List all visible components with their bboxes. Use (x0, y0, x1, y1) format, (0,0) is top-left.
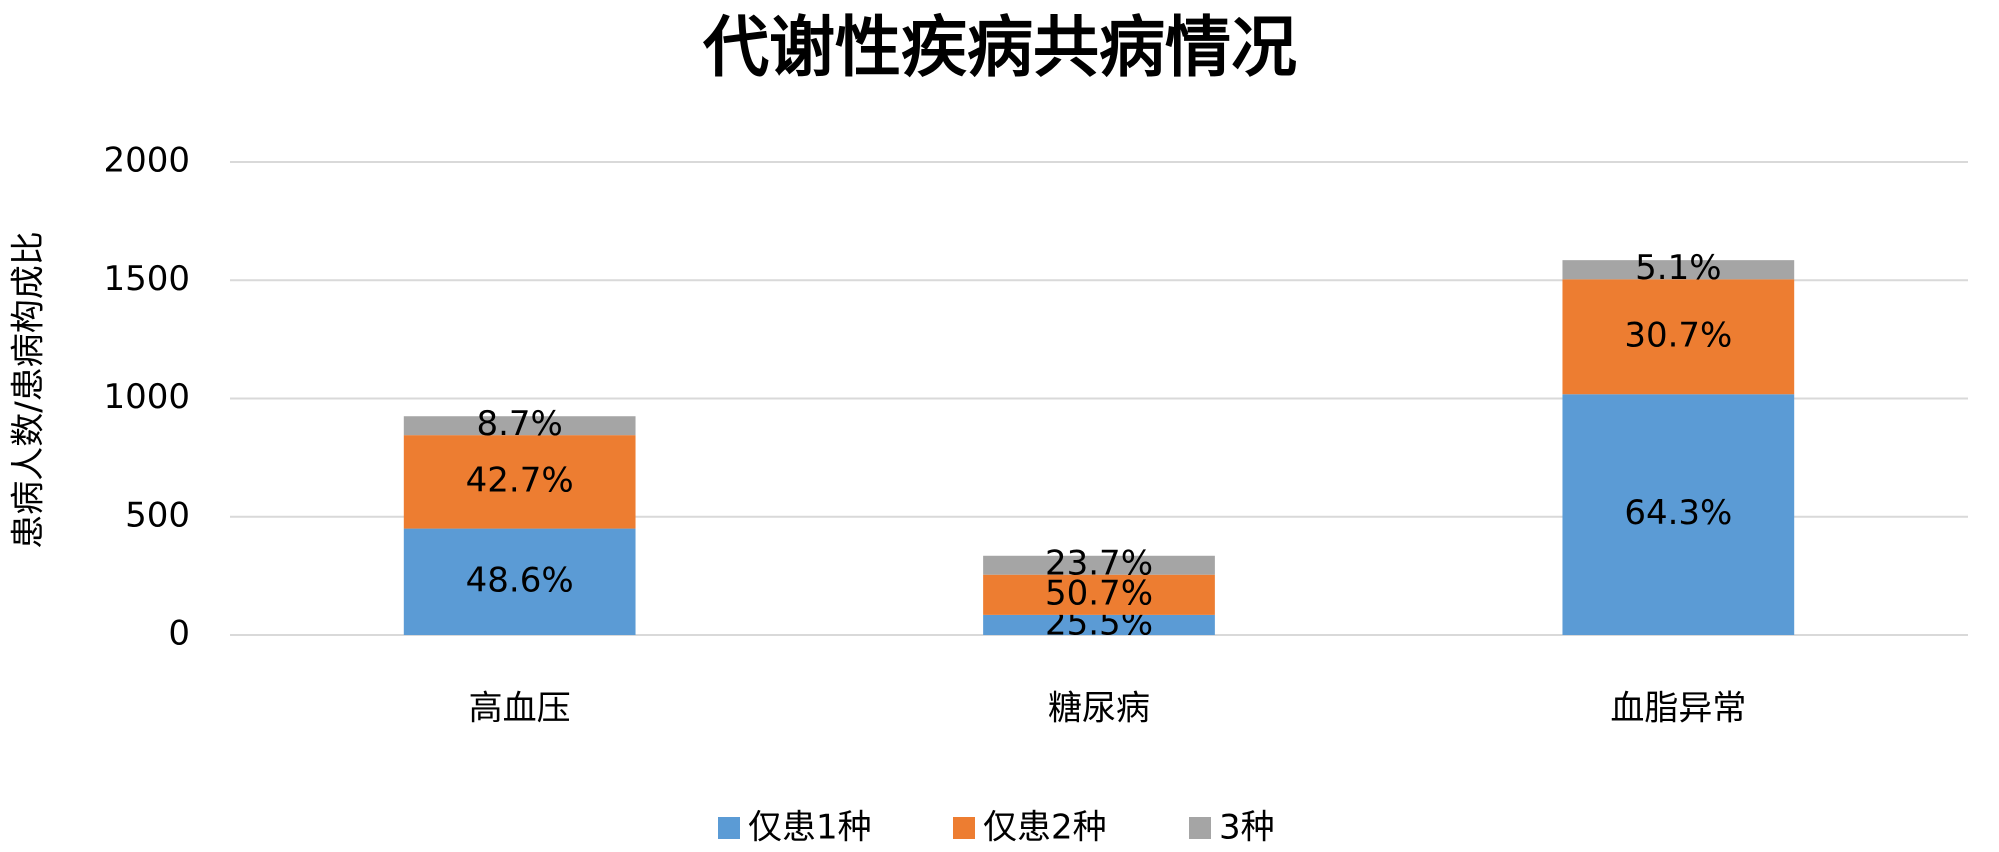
bar-segment (1562, 279, 1795, 395)
data-label: 42.7% (466, 460, 574, 500)
bar-segment (983, 614, 1215, 635)
chart-title: 代谢性疾病共病情况 (702, 9, 1297, 86)
bar-segment (983, 574, 1215, 615)
bar-segment (1562, 394, 1795, 635)
data-label: 50.7% (1045, 573, 1153, 613)
y-tick-label: 0 (168, 614, 190, 654)
y-axis-title: 患病人数/患病构成比 (9, 231, 49, 548)
legend-swatch (1189, 817, 1211, 839)
data-label: 30.7% (1624, 315, 1732, 355)
data-label: 8.7% (476, 404, 562, 444)
x-tick-label: 高血压 (469, 689, 571, 729)
bar-segment (983, 555, 1215, 575)
legend-label: 3种 (1219, 808, 1275, 848)
y-tick-label: 500 (125, 495, 190, 535)
bar-segment (1562, 260, 1795, 280)
legend-label: 仅患2种 (983, 808, 1107, 848)
data-label: 5.1% (1635, 248, 1721, 288)
bar-segment (403, 416, 636, 436)
data-label: 64.3% (1624, 493, 1732, 533)
bar-segment (403, 528, 636, 635)
x-tick-label: 血脂异常 (1610, 689, 1746, 729)
y-tick-label: 1500 (103, 259, 190, 299)
bar-segment (403, 435, 636, 529)
y-tick-label: 2000 (103, 141, 190, 181)
y-tick-label: 1000 (103, 377, 190, 417)
data-label: 23.7% (1045, 544, 1153, 584)
data-label: 48.6% (466, 560, 574, 600)
legend-swatch (953, 817, 975, 839)
legend-label: 仅患1种 (748, 808, 872, 848)
legend-swatch (718, 817, 740, 839)
x-tick-label: 糖尿病 (1048, 689, 1150, 729)
